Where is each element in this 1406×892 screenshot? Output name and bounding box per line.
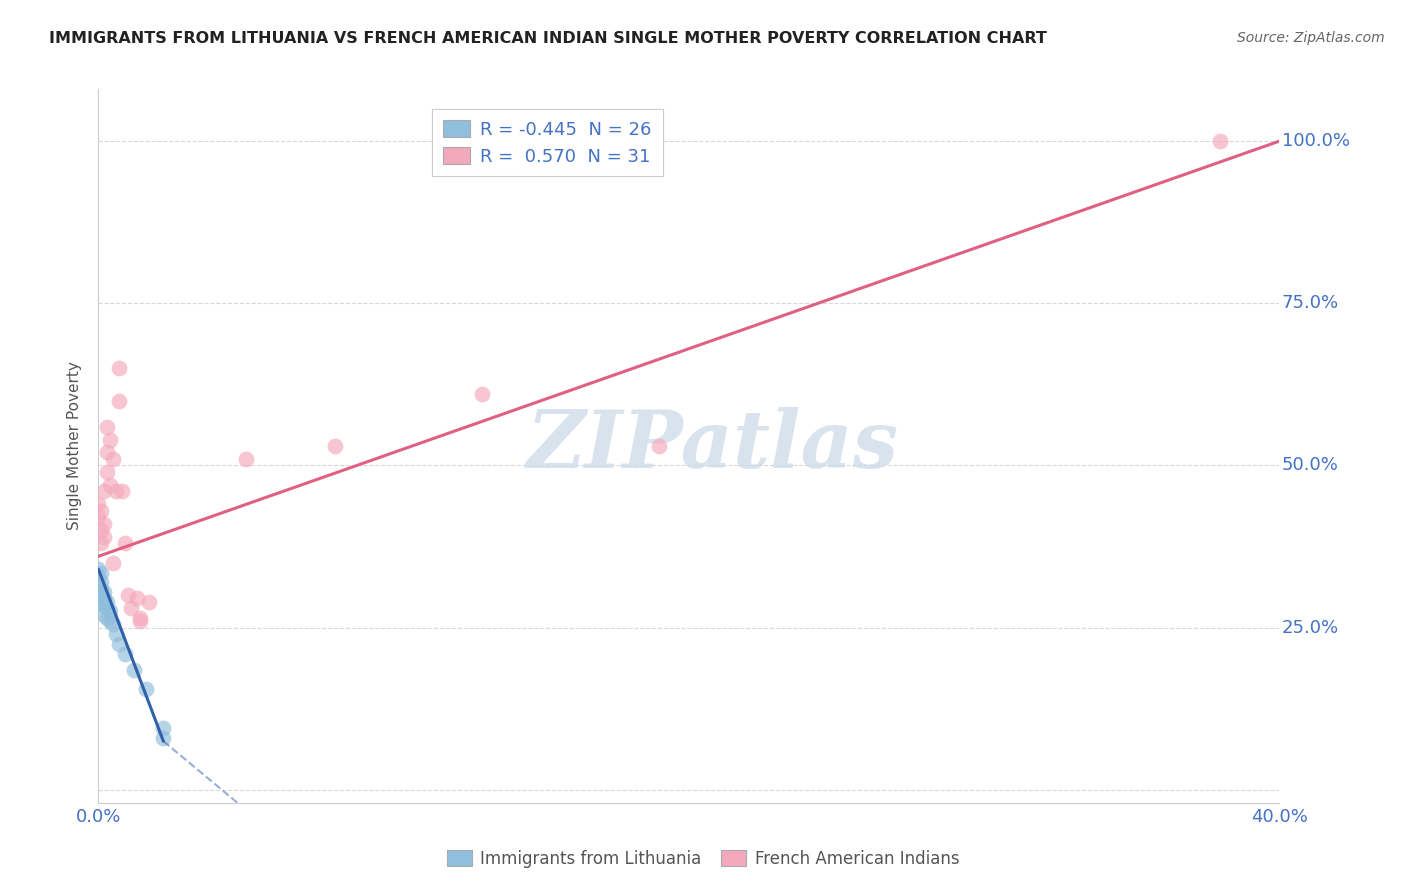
Point bbox=[96, 611, 118, 625]
Point bbox=[87, 510, 110, 524]
Point bbox=[135, 682, 157, 697]
Text: 100.0%: 100.0% bbox=[1282, 132, 1350, 150]
Point bbox=[1209, 134, 1232, 148]
Point bbox=[90, 504, 112, 518]
Point bbox=[152, 731, 174, 745]
Point bbox=[122, 663, 145, 677]
Text: 25.0%: 25.0% bbox=[1282, 619, 1339, 637]
Point bbox=[98, 604, 121, 618]
Point bbox=[103, 452, 125, 467]
Point bbox=[98, 614, 121, 628]
Point bbox=[105, 627, 128, 641]
Legend: Immigrants from Lithuania, French American Indians: Immigrants from Lithuania, French Americ… bbox=[440, 844, 966, 875]
Point bbox=[93, 591, 115, 606]
Point bbox=[96, 465, 118, 479]
Point bbox=[93, 484, 115, 499]
Point bbox=[87, 562, 110, 576]
Point bbox=[108, 393, 131, 408]
Point bbox=[87, 582, 110, 596]
Point bbox=[87, 568, 110, 582]
Point bbox=[90, 566, 112, 580]
Point bbox=[152, 721, 174, 735]
Point bbox=[105, 484, 128, 499]
Point bbox=[103, 617, 125, 632]
Point bbox=[96, 445, 118, 459]
Text: 75.0%: 75.0% bbox=[1282, 294, 1339, 312]
Point bbox=[648, 439, 671, 453]
Point bbox=[87, 497, 110, 511]
Text: 50.0%: 50.0% bbox=[1282, 457, 1339, 475]
Point bbox=[111, 484, 134, 499]
Point bbox=[90, 588, 112, 602]
Point bbox=[114, 536, 136, 550]
Point bbox=[93, 585, 115, 599]
Y-axis label: Single Mother Poverty: Single Mother Poverty bbox=[67, 361, 83, 531]
Point bbox=[93, 516, 115, 531]
Point bbox=[128, 614, 150, 628]
Point bbox=[117, 588, 139, 602]
Legend: R = -0.445  N = 26, R =  0.570  N = 31: R = -0.445 N = 26, R = 0.570 N = 31 bbox=[432, 109, 662, 177]
Point bbox=[108, 637, 131, 651]
Point bbox=[98, 478, 121, 492]
Point bbox=[90, 536, 112, 550]
Point bbox=[90, 524, 112, 538]
Point bbox=[138, 595, 160, 609]
Point bbox=[323, 439, 346, 453]
Point bbox=[90, 595, 112, 609]
Point bbox=[93, 607, 115, 622]
Point bbox=[87, 575, 110, 590]
Point bbox=[90, 575, 112, 590]
Point bbox=[128, 611, 150, 625]
Point bbox=[96, 595, 118, 609]
Point bbox=[96, 601, 118, 615]
Point bbox=[96, 419, 118, 434]
Point bbox=[108, 361, 131, 376]
Point bbox=[90, 582, 112, 596]
Text: ZIPatlas: ZIPatlas bbox=[526, 408, 898, 484]
Text: Source: ZipAtlas.com: Source: ZipAtlas.com bbox=[1237, 31, 1385, 45]
Point bbox=[98, 433, 121, 447]
Point bbox=[120, 601, 142, 615]
Text: IMMIGRANTS FROM LITHUANIA VS FRENCH AMERICAN INDIAN SINGLE MOTHER POVERTY CORREL: IMMIGRANTS FROM LITHUANIA VS FRENCH AMER… bbox=[49, 31, 1047, 46]
Point bbox=[125, 591, 148, 606]
Point bbox=[471, 387, 494, 401]
Point bbox=[93, 530, 115, 544]
Point bbox=[103, 556, 125, 570]
Point bbox=[93, 598, 115, 612]
Point bbox=[235, 452, 257, 467]
Point bbox=[114, 647, 136, 661]
